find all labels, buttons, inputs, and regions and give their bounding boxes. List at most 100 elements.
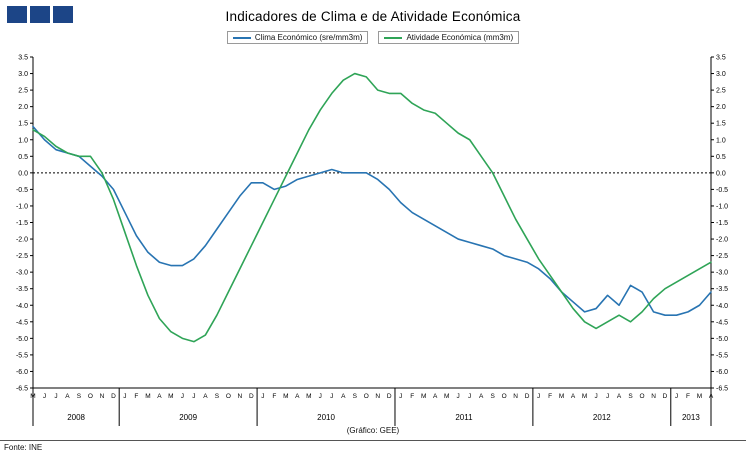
legend-swatch-1 bbox=[384, 36, 403, 39]
svg-text:0.0: 0.0 bbox=[716, 170, 726, 177]
svg-text:J: J bbox=[319, 393, 322, 400]
svg-text:M: M bbox=[283, 393, 288, 400]
svg-text:-6.5: -6.5 bbox=[716, 386, 728, 393]
svg-text:1.0: 1.0 bbox=[18, 137, 28, 144]
svg-text:J: J bbox=[123, 393, 126, 400]
svg-text:1.5: 1.5 bbox=[716, 121, 726, 128]
svg-text:-4.5: -4.5 bbox=[716, 319, 728, 326]
svg-text:A: A bbox=[479, 393, 484, 400]
svg-text:1.5: 1.5 bbox=[18, 121, 28, 128]
svg-text:-2.0: -2.0 bbox=[716, 237, 728, 244]
svg-text:N: N bbox=[100, 393, 105, 400]
svg-text:F: F bbox=[272, 393, 276, 400]
svg-text:-3.0: -3.0 bbox=[716, 270, 728, 277]
svg-text:J: J bbox=[606, 393, 609, 400]
svg-text:-6.5: -6.5 bbox=[16, 386, 28, 393]
svg-text:O: O bbox=[502, 393, 507, 400]
svg-text:D: D bbox=[111, 393, 116, 400]
svg-text:J: J bbox=[330, 393, 333, 400]
svg-text:2.5: 2.5 bbox=[18, 88, 28, 95]
svg-text:-2.5: -2.5 bbox=[16, 253, 28, 260]
svg-text:-4.0: -4.0 bbox=[716, 303, 728, 310]
svg-text:F: F bbox=[686, 393, 690, 400]
svg-text:0.0: 0.0 bbox=[18, 170, 28, 177]
svg-text:-6.0: -6.0 bbox=[16, 369, 28, 376]
footer-divider bbox=[0, 440, 746, 441]
svg-text:-5.5: -5.5 bbox=[716, 352, 728, 359]
svg-text:N: N bbox=[375, 393, 380, 400]
svg-text:-0.5: -0.5 bbox=[16, 187, 28, 194]
svg-text:2009: 2009 bbox=[179, 413, 197, 422]
svg-text:-1.0: -1.0 bbox=[716, 203, 728, 210]
svg-text:-2.0: -2.0 bbox=[16, 237, 28, 244]
svg-text:-3.0: -3.0 bbox=[16, 270, 28, 277]
svg-text:O: O bbox=[226, 393, 231, 400]
legend: Clima Económico (sre/mm3m) Atividade Eco… bbox=[0, 31, 746, 44]
svg-text:A: A bbox=[203, 393, 208, 400]
svg-text:2011: 2011 bbox=[455, 413, 473, 422]
legend-item-clima: Clima Económico (sre/mm3m) bbox=[226, 31, 369, 44]
grafico-credit: (Gráfico: GEE) bbox=[346, 426, 400, 435]
clima-series-line bbox=[32, 125, 712, 316]
svg-text:J: J bbox=[457, 393, 460, 400]
svg-text:A: A bbox=[617, 393, 622, 400]
svg-text:M: M bbox=[582, 393, 587, 400]
svg-text:2008: 2008 bbox=[67, 413, 85, 422]
svg-text:J: J bbox=[399, 393, 402, 400]
svg-text:D: D bbox=[663, 393, 668, 400]
svg-text:A: A bbox=[433, 393, 438, 400]
svg-text:M: M bbox=[421, 393, 426, 400]
svg-text:A: A bbox=[157, 393, 162, 400]
svg-text:D: D bbox=[525, 393, 530, 400]
svg-text:-0.5: -0.5 bbox=[716, 187, 728, 194]
legend-label-clima: Clima Económico (sre/mm3m) bbox=[254, 33, 363, 42]
svg-text:N: N bbox=[651, 393, 656, 400]
svg-text:M: M bbox=[444, 393, 449, 400]
svg-text:J: J bbox=[594, 393, 597, 400]
svg-text:3.0: 3.0 bbox=[716, 71, 726, 78]
svg-text:J: J bbox=[181, 393, 184, 400]
svg-text:-1.0: -1.0 bbox=[16, 203, 28, 210]
svg-text:M: M bbox=[559, 393, 564, 400]
svg-text:2.5: 2.5 bbox=[716, 88, 726, 95]
logo bbox=[7, 6, 73, 23]
atividade-series-line bbox=[32, 72, 712, 343]
legend-label-atividade: Atividade Económica (mm3m) bbox=[406, 33, 514, 42]
svg-text:O: O bbox=[364, 393, 369, 400]
svg-text:-2.5: -2.5 bbox=[716, 253, 728, 260]
svg-text:J: J bbox=[261, 393, 264, 400]
svg-text:O: O bbox=[640, 393, 645, 400]
svg-text:D: D bbox=[387, 393, 392, 400]
svg-text:D: D bbox=[249, 393, 254, 400]
svg-text:3.5: 3.5 bbox=[18, 55, 28, 62]
svg-text:-3.5: -3.5 bbox=[716, 286, 728, 293]
source-label: Fonte: INE bbox=[4, 443, 43, 452]
svg-text:S: S bbox=[215, 393, 220, 400]
svg-text:-5.0: -5.0 bbox=[16, 336, 28, 343]
svg-text:2013: 2013 bbox=[682, 413, 700, 422]
svg-text:J: J bbox=[43, 393, 46, 400]
svg-text:J: J bbox=[675, 393, 678, 400]
svg-text:-4.5: -4.5 bbox=[16, 319, 28, 326]
svg-text:3.5: 3.5 bbox=[716, 55, 726, 62]
svg-text:-5.5: -5.5 bbox=[16, 352, 28, 359]
svg-text:N: N bbox=[513, 393, 518, 400]
svg-text:M: M bbox=[306, 393, 311, 400]
logo-square bbox=[53, 6, 73, 23]
svg-text:2.0: 2.0 bbox=[18, 104, 28, 111]
svg-text:2012: 2012 bbox=[593, 413, 611, 422]
logo-square bbox=[7, 6, 27, 23]
svg-text:A: A bbox=[571, 393, 576, 400]
logo-square bbox=[30, 6, 50, 23]
svg-text:-5.0: -5.0 bbox=[716, 336, 728, 343]
legend-swatch-0 bbox=[232, 36, 251, 39]
svg-text:-3.5: -3.5 bbox=[16, 286, 28, 293]
svg-text:-6.0: -6.0 bbox=[716, 369, 728, 376]
svg-text:J: J bbox=[537, 393, 540, 400]
svg-text:-1.5: -1.5 bbox=[16, 220, 28, 227]
svg-text:F: F bbox=[134, 393, 138, 400]
svg-text:0.5: 0.5 bbox=[18, 154, 28, 161]
chart-title: Indicadores de Clima e de Atividade Econ… bbox=[225, 9, 521, 24]
svg-text:J: J bbox=[54, 393, 57, 400]
